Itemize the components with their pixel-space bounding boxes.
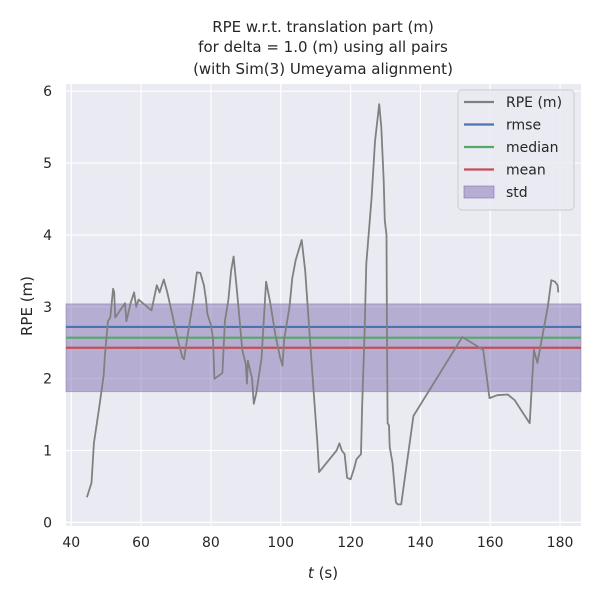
x-tick-labels: 40 60 80 100 120 140 160 180: [62, 535, 573, 551]
legend-box: [457, 89, 575, 211]
y-tick-labels: 0 1 2 3 4 5 6: [43, 84, 52, 531]
x-tick-label: 120: [337, 535, 364, 551]
y-tick-label: 1: [43, 444, 52, 460]
x-axis-label-unit: (s): [314, 564, 338, 582]
x-tick-label: 60: [132, 535, 150, 551]
chart-title-line-2: for delta = 1.0 (m) using all pairs: [198, 38, 448, 56]
y-axis-label: RPE (m): [18, 276, 36, 336]
y-tick-label: 3: [43, 300, 52, 316]
y-tick-label: 6: [43, 84, 52, 100]
y-tick-label: 4: [43, 228, 52, 244]
x-tick-label: 140: [407, 535, 434, 551]
x-tick-label: 80: [202, 535, 220, 551]
x-tick-label: 100: [267, 535, 294, 551]
x-tick-label: 40: [62, 535, 80, 551]
chart-title-line-1: RPE w.r.t. translation part (m): [212, 18, 434, 36]
rpe-series-line: [86, 103, 560, 506]
x-axis-label: t (s): [308, 564, 338, 582]
stat-lines: [66, 325, 581, 349]
x-tick-label: 180: [547, 535, 574, 551]
x-tick-label: 160: [477, 535, 504, 551]
y-tick-label: 5: [43, 156, 52, 172]
legend-label: median: [506, 140, 558, 156]
legend-label: RPE (m): [506, 95, 562, 111]
x-axis-label-var: t: [308, 564, 315, 582]
legend-label: mean: [506, 163, 546, 179]
legend: RPE (m) rmse median mean std: [457, 89, 575, 211]
legend-swatch: [463, 185, 495, 199]
y-tick-label: 2: [43, 372, 52, 388]
legend-label: rmse: [506, 118, 541, 134]
y-tick-label: 0: [43, 515, 52, 531]
chart-title-line-3: (with Sim(3) Umeyama alignment): [193, 60, 453, 78]
series-layer: [86, 103, 560, 506]
legend-label: std: [506, 185, 528, 201]
